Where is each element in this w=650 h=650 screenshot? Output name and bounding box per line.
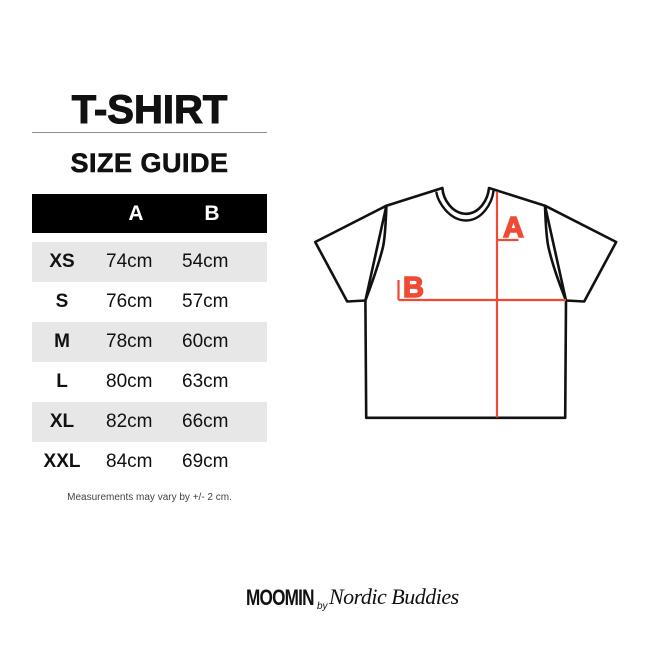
svg-text:B: B xyxy=(403,272,424,304)
svg-text:A: A xyxy=(503,212,524,244)
